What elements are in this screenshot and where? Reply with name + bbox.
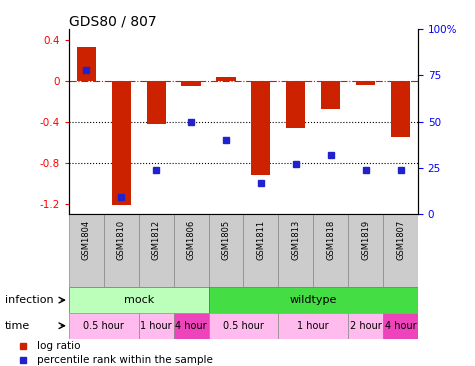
Bar (391, 81, 410, 137)
Text: time: time (5, 321, 30, 331)
Bar (139, 214, 173, 287)
Bar (217, 76, 236, 81)
Text: 1 hour: 1 hour (140, 321, 172, 331)
Bar (112, 81, 131, 205)
Text: wildtype: wildtype (290, 295, 337, 305)
Bar (174, 214, 209, 287)
Text: mock: mock (124, 295, 154, 305)
Bar (104, 214, 139, 287)
Bar (278, 313, 348, 339)
Text: GSM1813: GSM1813 (291, 220, 300, 260)
Text: GSM1806: GSM1806 (187, 220, 196, 260)
Bar (321, 81, 340, 109)
Bar (69, 313, 139, 339)
Text: GSM1804: GSM1804 (82, 220, 91, 260)
Bar (383, 313, 418, 339)
Text: 0.5 hour: 0.5 hour (83, 321, 124, 331)
Text: infection: infection (5, 295, 53, 305)
Bar (314, 214, 348, 287)
Text: percentile rank within the sample: percentile rank within the sample (37, 355, 213, 365)
Bar (356, 81, 375, 85)
Bar (209, 214, 243, 287)
Text: GSM1805: GSM1805 (221, 220, 230, 260)
Bar (286, 81, 305, 128)
Bar (251, 81, 270, 175)
Bar (278, 214, 314, 287)
Bar (243, 214, 278, 287)
Bar (147, 81, 166, 124)
Text: GSM1811: GSM1811 (256, 220, 266, 260)
Text: GSM1819: GSM1819 (361, 220, 370, 260)
Bar (209, 313, 278, 339)
Bar (348, 313, 383, 339)
Text: GSM1812: GSM1812 (152, 220, 161, 260)
Text: 2 hour: 2 hour (350, 321, 381, 331)
Text: 1 hour: 1 hour (297, 321, 329, 331)
Bar (77, 47, 96, 81)
Bar (383, 214, 418, 287)
Text: GSM1818: GSM1818 (326, 220, 335, 260)
Bar (69, 214, 104, 287)
Bar (69, 287, 209, 313)
Text: GDS80 / 807: GDS80 / 807 (69, 14, 156, 28)
Bar (209, 287, 418, 313)
Text: 4 hour: 4 hour (385, 321, 417, 331)
Bar (139, 313, 173, 339)
Text: 0.5 hour: 0.5 hour (223, 321, 264, 331)
Text: GSM1807: GSM1807 (396, 220, 405, 260)
Bar (348, 214, 383, 287)
Text: GSM1810: GSM1810 (117, 220, 126, 260)
Text: 4 hour: 4 hour (175, 321, 207, 331)
Text: log ratio: log ratio (37, 341, 80, 351)
Bar (181, 81, 200, 86)
Bar (174, 313, 209, 339)
